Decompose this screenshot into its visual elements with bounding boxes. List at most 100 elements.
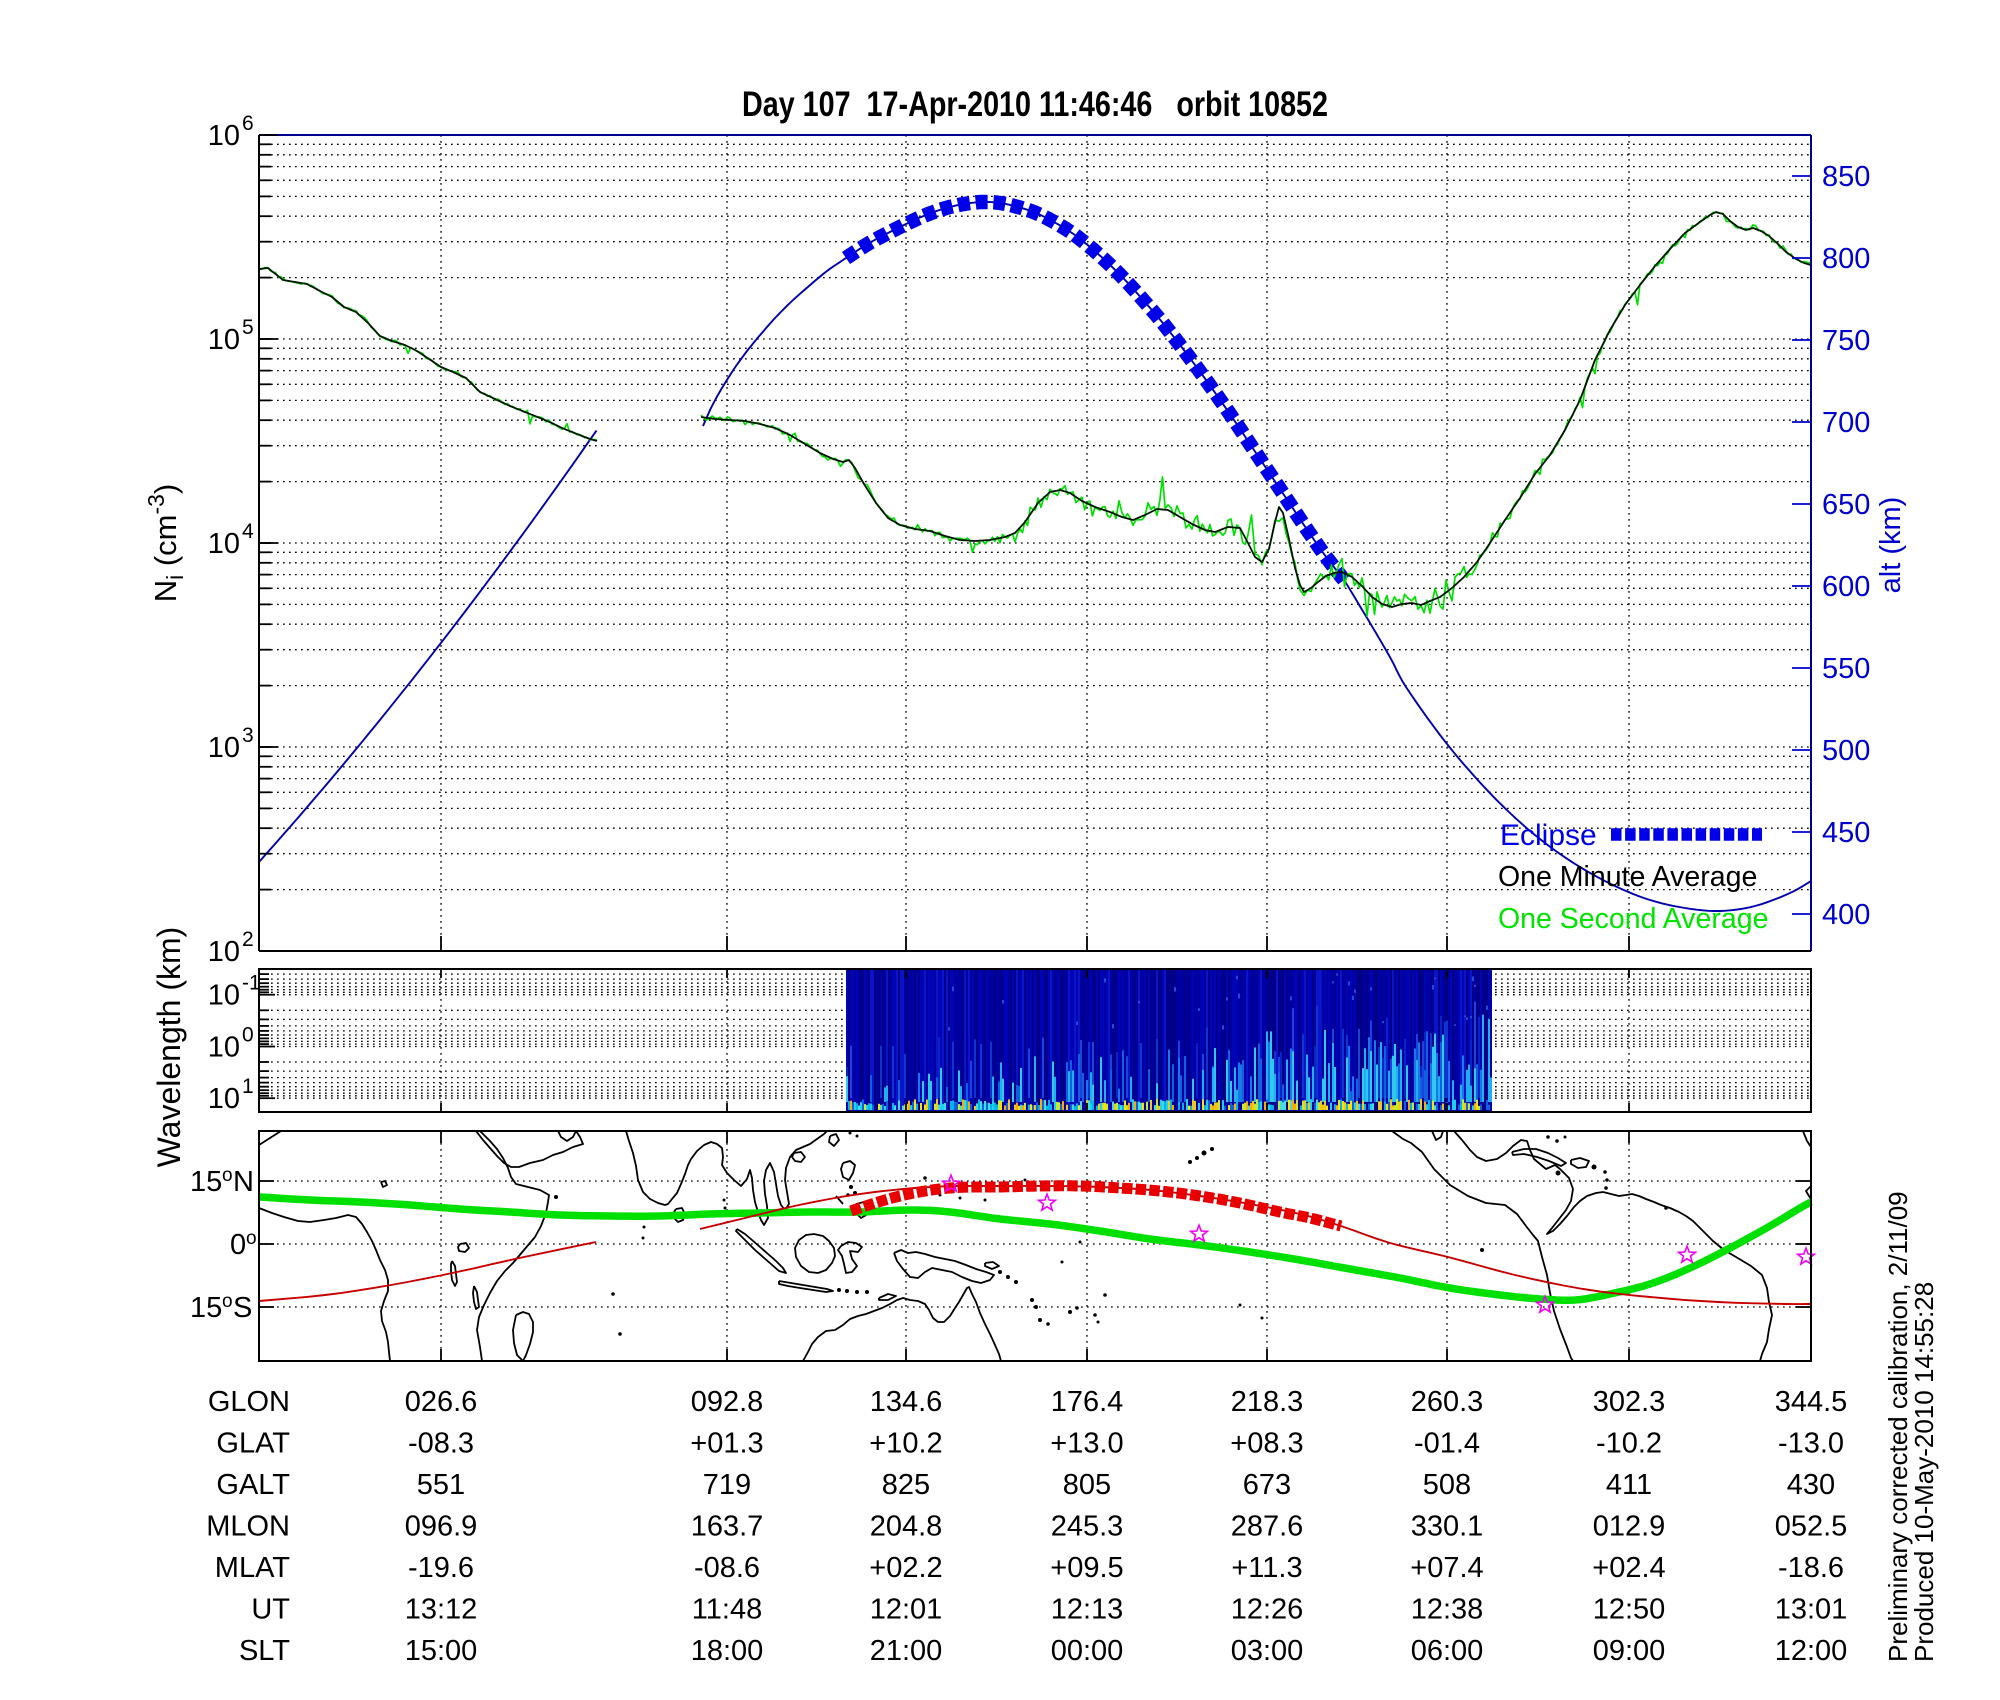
svg-text:15: 15 xyxy=(190,1292,222,1324)
svg-text:4: 4 xyxy=(242,520,254,543)
svg-text:245.3: 245.3 xyxy=(1051,1511,1124,1543)
svg-text:-1: -1 xyxy=(242,972,261,995)
svg-text:o: o xyxy=(222,1291,233,1312)
svg-text:012.9: 012.9 xyxy=(1593,1511,1666,1543)
svg-text:673: 673 xyxy=(1243,1469,1291,1501)
svg-text:-08.6: -08.6 xyxy=(694,1552,760,1584)
svg-text:Wavelength (km): Wavelength (km) xyxy=(151,927,187,1168)
svg-text:alt (km): alt (km) xyxy=(1875,497,1907,594)
svg-text:06:00: 06:00 xyxy=(1411,1635,1484,1667)
svg-text:12:38: 12:38 xyxy=(1411,1594,1484,1626)
svg-text:052.5: 052.5 xyxy=(1775,1511,1848,1543)
svg-text:+13.0: +13.0 xyxy=(1050,1428,1123,1460)
svg-text:15: 15 xyxy=(190,1166,222,1198)
svg-text:GALT: GALT xyxy=(216,1469,290,1501)
svg-text:092.8: 092.8 xyxy=(691,1386,764,1418)
svg-text:550: 550 xyxy=(1822,653,1870,685)
svg-text:MLON: MLON xyxy=(206,1511,290,1543)
svg-text:-18.6: -18.6 xyxy=(1778,1552,1844,1584)
svg-text:2: 2 xyxy=(242,928,254,951)
svg-text:10: 10 xyxy=(208,324,240,356)
svg-text:-08.3: -08.3 xyxy=(408,1428,474,1460)
svg-text:1: 1 xyxy=(242,1075,254,1098)
svg-text:-10.2: -10.2 xyxy=(1596,1428,1662,1460)
svg-text:+02.2: +02.2 xyxy=(869,1552,942,1584)
svg-text:800: 800 xyxy=(1822,243,1870,275)
svg-text:UT: UT xyxy=(251,1594,290,1626)
svg-text:163.7: 163.7 xyxy=(691,1511,764,1543)
svg-text:+10.2: +10.2 xyxy=(869,1428,942,1460)
svg-text:+01.3: +01.3 xyxy=(690,1428,763,1460)
svg-text:+09.5: +09.5 xyxy=(1050,1552,1123,1584)
svg-text:GLON: GLON xyxy=(208,1386,290,1418)
svg-text:6: 6 xyxy=(242,112,254,135)
svg-text:12:01: 12:01 xyxy=(870,1594,943,1626)
svg-text:+08.3: +08.3 xyxy=(1230,1428,1303,1460)
svg-text:260.3: 260.3 xyxy=(1411,1386,1484,1418)
svg-text:026.6: 026.6 xyxy=(405,1386,478,1418)
svg-text:330.1: 330.1 xyxy=(1411,1511,1484,1543)
svg-text:12:50: 12:50 xyxy=(1593,1594,1666,1626)
svg-text:10: 10 xyxy=(208,1083,240,1115)
svg-text:805: 805 xyxy=(1063,1469,1111,1501)
svg-text:S: S xyxy=(233,1292,252,1324)
svg-text:3: 3 xyxy=(242,724,254,747)
svg-text:10: 10 xyxy=(208,732,240,764)
svg-text:096.9: 096.9 xyxy=(405,1511,478,1543)
svg-text:12:26: 12:26 xyxy=(1231,1594,1304,1626)
svg-text:One Second Average: One Second Average xyxy=(1498,903,1768,935)
svg-text:500: 500 xyxy=(1822,735,1870,767)
svg-text:825: 825 xyxy=(882,1469,930,1501)
svg-text:10: 10 xyxy=(208,120,240,152)
svg-text:-13.0: -13.0 xyxy=(1778,1428,1844,1460)
svg-text:GLAT: GLAT xyxy=(216,1428,290,1460)
svg-text:03:00: 03:00 xyxy=(1231,1635,1304,1667)
svg-text:287.6: 287.6 xyxy=(1231,1511,1304,1543)
svg-text:430: 430 xyxy=(1787,1469,1835,1501)
svg-text:750: 750 xyxy=(1822,325,1870,357)
svg-text:650: 650 xyxy=(1822,489,1870,521)
svg-text:MLAT: MLAT xyxy=(215,1552,290,1584)
svg-text:N: N xyxy=(233,1166,254,1198)
svg-text:344.5: 344.5 xyxy=(1775,1386,1848,1418)
svg-text:204.8: 204.8 xyxy=(870,1511,943,1543)
svg-text:551: 551 xyxy=(417,1469,465,1501)
svg-text:-19.6: -19.6 xyxy=(408,1552,474,1584)
svg-text:+07.4: +07.4 xyxy=(1410,1552,1483,1584)
svg-text:10: 10 xyxy=(208,528,240,560)
svg-text:Preliminary corrected calibrat: Preliminary corrected calibration, 2/11/… xyxy=(1883,1191,1913,1662)
svg-text:508: 508 xyxy=(1423,1469,1471,1501)
svg-text:13:01: 13:01 xyxy=(1775,1594,1848,1626)
svg-text:13:12: 13:12 xyxy=(405,1594,478,1626)
svg-text:One Minute Average: One Minute Average xyxy=(1498,861,1757,893)
svg-text:Eclipse: Eclipse xyxy=(1500,819,1597,852)
svg-text:00:00: 00:00 xyxy=(1051,1635,1124,1667)
svg-text:600: 600 xyxy=(1822,571,1870,603)
svg-text:o: o xyxy=(222,1165,233,1186)
svg-text:+02.4: +02.4 xyxy=(1592,1552,1665,1584)
svg-text:12:13: 12:13 xyxy=(1051,1594,1124,1626)
svg-text:SLT: SLT xyxy=(239,1635,290,1667)
svg-text:450: 450 xyxy=(1822,817,1870,849)
svg-text:0: 0 xyxy=(242,1024,254,1047)
svg-text:+11.3: +11.3 xyxy=(1231,1552,1302,1584)
svg-text:134.6: 134.6 xyxy=(870,1386,943,1418)
svg-text:15:00: 15:00 xyxy=(405,1635,478,1667)
svg-text:12:00: 12:00 xyxy=(1775,1635,1848,1667)
svg-text:09:00: 09:00 xyxy=(1593,1635,1666,1667)
svg-text:218.3: 218.3 xyxy=(1231,1386,1304,1418)
svg-text:-01.4: -01.4 xyxy=(1414,1428,1480,1460)
svg-text:Day 107 17-Apr-2010 11:46:46: Day 107 17-Apr-2010 11:46:46 orbit 10852 xyxy=(742,85,1328,124)
svg-text:719: 719 xyxy=(703,1469,751,1501)
svg-text:700: 700 xyxy=(1822,407,1870,439)
svg-text:302.3: 302.3 xyxy=(1593,1386,1666,1418)
svg-text:411: 411 xyxy=(1606,1469,1652,1501)
svg-text:10: 10 xyxy=(208,980,240,1012)
svg-text:11:48: 11:48 xyxy=(692,1594,762,1626)
svg-text:10: 10 xyxy=(208,936,240,968)
svg-text:21:00: 21:00 xyxy=(870,1635,943,1667)
svg-text:5: 5 xyxy=(242,316,254,339)
svg-text:0: 0 xyxy=(230,1229,246,1261)
svg-text:o: o xyxy=(246,1228,257,1249)
svg-text:Produced 10-May-2010 14:55:28: Produced 10-May-2010 14:55:28 xyxy=(1909,1282,1939,1662)
